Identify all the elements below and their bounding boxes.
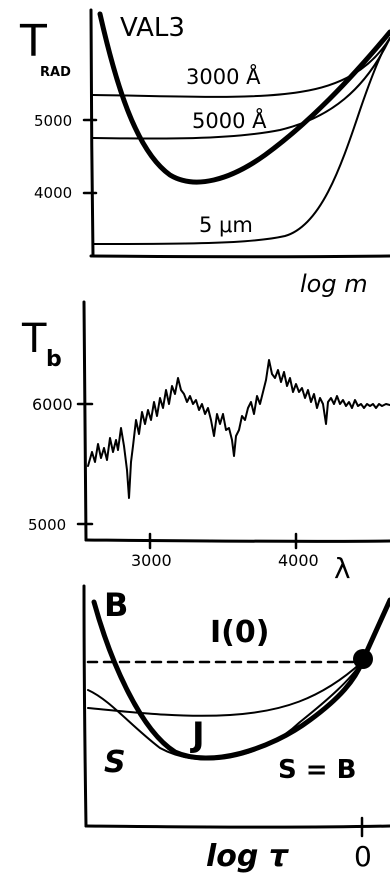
middle-y-label-sub: b: [46, 347, 62, 372]
label-S-equals-B: S = B: [278, 755, 356, 785]
label-I0: I(0): [210, 615, 269, 650]
middle-tick-label-6000: 6000: [32, 395, 73, 414]
middle-tick-label-4000: 4000: [278, 551, 319, 570]
bottom-y-axis: [82, 584, 88, 828]
bottom-tick-label-0: 0: [354, 840, 372, 873]
bottom-x-axis: [84, 824, 390, 829]
top-y-label-sub: RAD: [40, 65, 71, 80]
top-tick-label-5000: 5000: [34, 112, 72, 130]
middle-x-axis: [84, 538, 390, 543]
middle-tick-label-5000: 5000: [28, 516, 66, 534]
label-J: J: [190, 715, 205, 755]
bottom-x-label: log τ: [206, 839, 290, 874]
curve-J: [87, 661, 363, 717]
curve-val3-thick: [97, 11, 390, 185]
label-3000A: 3000 Å: [186, 63, 261, 89]
top-x-label: log m: [300, 270, 368, 298]
curve-3000A: [92, 37, 390, 98]
label-B: B: [104, 586, 128, 624]
middle-x-label: λ: [334, 552, 351, 585]
panel-middle: T b 6000 5000 3000 4000 λ: [21, 300, 390, 585]
middle-tick-label-3000: 3000: [131, 551, 172, 570]
panel-bottom: B I(0) J S S = B log τ 0: [82, 584, 390, 874]
top-tick-label-4000: 4000: [34, 184, 72, 202]
label-5um: 5 μm: [199, 213, 253, 237]
label-5000A: 5000 Å: [192, 107, 267, 133]
top-model-label: VAL3: [120, 13, 185, 43]
middle-y-axis: [82, 300, 88, 542]
label-S: S: [104, 745, 126, 780]
top-y-label: T: [19, 16, 47, 67]
curve-5000A: [92, 37, 390, 140]
panel-top: T RAD 5000 4000 VAL3 3000 Å 5000 Å 5 μm …: [19, 8, 390, 298]
top-y-axis: [89, 8, 95, 258]
intersection-dot: [353, 649, 373, 669]
curve-5um: [92, 37, 390, 245]
top-x-axis: [89, 254, 390, 259]
middle-y-label: T: [21, 316, 47, 362]
spectrum-line: [87, 359, 390, 499]
